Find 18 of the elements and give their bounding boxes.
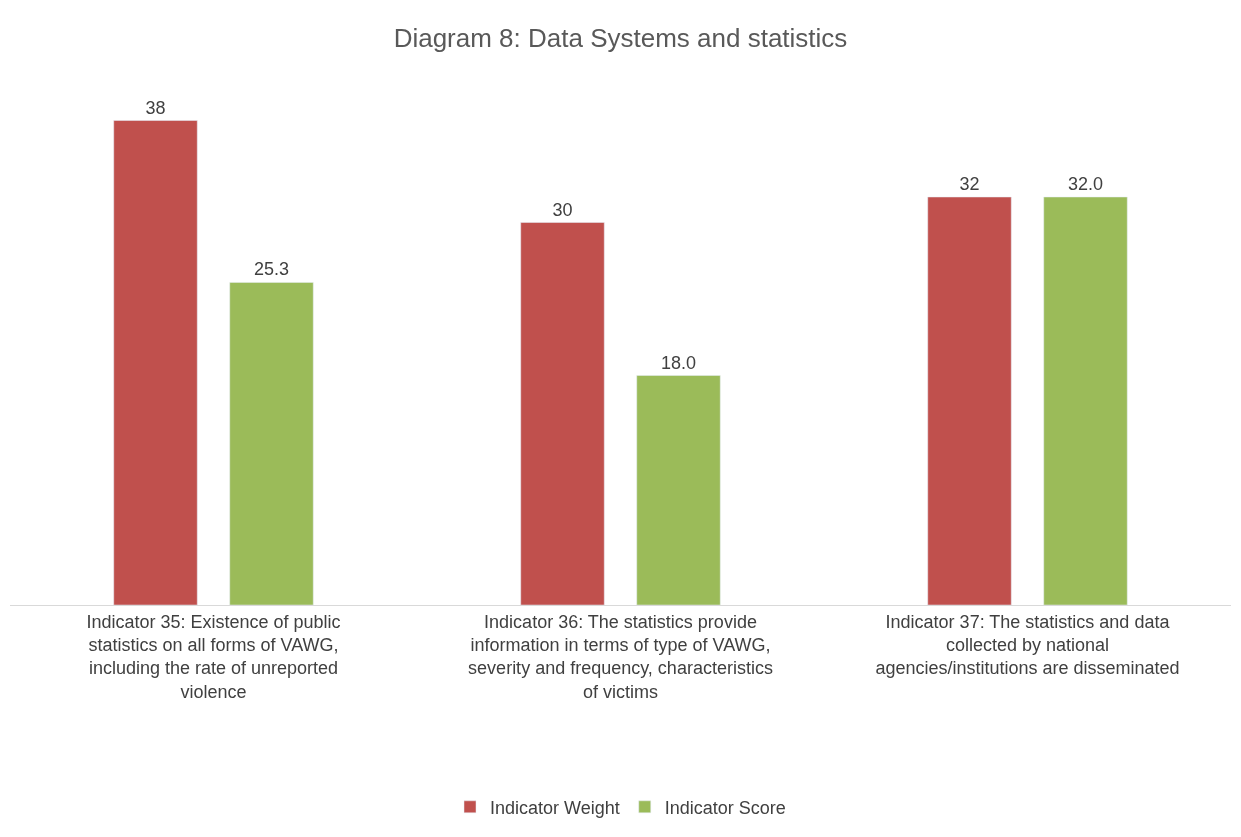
bar <box>1043 196 1128 605</box>
bar <box>520 222 605 605</box>
x-tick-label: Indicator 35: Existence of public statistics on all forms of VAWG, including the rate of unreported violence <box>86 611 341 702</box>
data-label: 38 <box>145 97 166 118</box>
bar <box>229 282 314 605</box>
bar <box>927 196 1012 605</box>
legend-label: Indicator Weight <box>490 797 620 818</box>
data-label: 30 <box>552 199 573 220</box>
data-label: 25.3 <box>253 259 290 280</box>
x-tick-label: Indicator 37: The statistics and data collected by national agencies/institutions are disseminated <box>875 611 1180 679</box>
legend-label: Indicator Score <box>664 797 786 818</box>
data-label: 32.0 <box>1067 174 1104 194</box>
bar <box>113 120 198 605</box>
data-label: 18.0 <box>660 352 697 373</box>
bar <box>636 375 721 605</box>
data-label: 32 <box>959 174 980 194</box>
chart-title: Diagram 8: Data Systems and statistics <box>393 23 848 54</box>
x-tick-label: Indicator 36: The statistics provide information in terms of type of VAWG, severity and frequency, characteristics of victims <box>468 611 773 702</box>
